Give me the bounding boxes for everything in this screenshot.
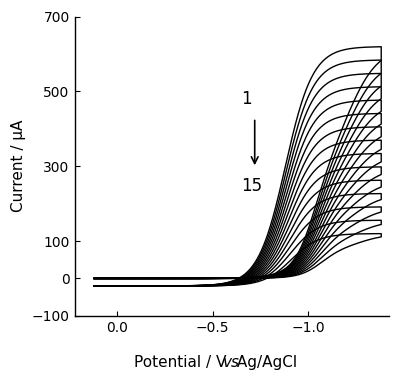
Text: 1: 1 bbox=[241, 90, 252, 108]
Y-axis label: Current / μA: Current / μA bbox=[11, 120, 26, 212]
Text: Ag/AgCl: Ag/AgCl bbox=[232, 355, 297, 370]
Text: 15: 15 bbox=[241, 177, 262, 195]
Text: Potential / V: Potential / V bbox=[134, 355, 232, 370]
Text: vs: vs bbox=[223, 355, 240, 370]
